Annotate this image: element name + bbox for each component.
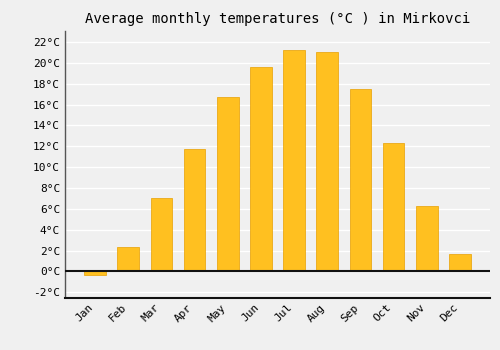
Bar bbox=[449, 254, 470, 271]
Bar bbox=[250, 67, 272, 271]
Bar bbox=[217, 97, 238, 271]
Bar bbox=[416, 206, 438, 271]
Bar bbox=[316, 52, 338, 271]
Bar bbox=[150, 198, 172, 271]
Title: Average monthly temperatures (°C ) in Mirkovci: Average monthly temperatures (°C ) in Mi… bbox=[85, 12, 470, 26]
Bar bbox=[350, 89, 371, 271]
Bar bbox=[184, 149, 206, 271]
Bar bbox=[383, 143, 404, 271]
Bar bbox=[118, 247, 139, 271]
Bar bbox=[284, 50, 305, 271]
Bar bbox=[84, 271, 106, 274]
